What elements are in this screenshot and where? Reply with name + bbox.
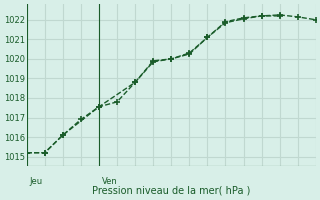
X-axis label: Pression niveau de la mer( hPa ): Pression niveau de la mer( hPa ) <box>92 186 251 196</box>
Text: Jeu: Jeu <box>29 177 43 186</box>
Text: Ven: Ven <box>102 177 117 186</box>
